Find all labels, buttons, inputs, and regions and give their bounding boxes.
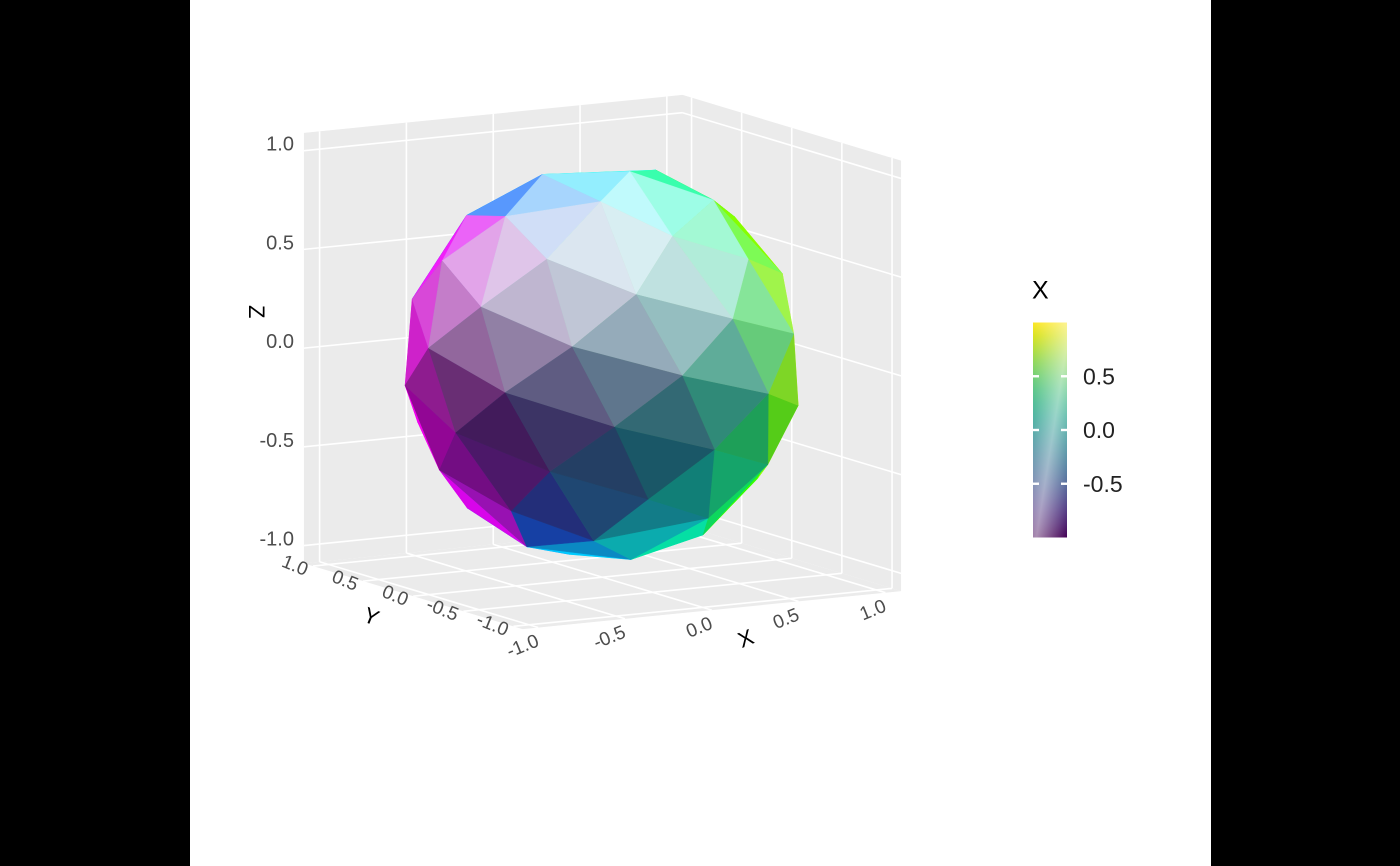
svg-text:0.0: 0.0 — [266, 331, 294, 353]
svg-text:0.0: 0.0 — [1083, 417, 1115, 443]
svg-text:-1.0: -1.0 — [503, 631, 541, 663]
svg-text:Y: Y — [359, 602, 382, 631]
svg-text:1.0: 1.0 — [266, 134, 294, 156]
svg-text:X: X — [1032, 277, 1049, 305]
svg-text:-0.5: -0.5 — [1083, 471, 1123, 497]
svg-text:1.0: 1.0 — [856, 596, 888, 625]
svg-text:0.5: 0.5 — [1083, 363, 1115, 389]
svg-text:-1.0: -1.0 — [259, 529, 293, 551]
svg-text:-0.5: -0.5 — [590, 622, 628, 654]
svg-text:Z: Z — [243, 305, 268, 318]
svg-text:0.5: 0.5 — [770, 605, 802, 634]
svg-text:0.0: 0.0 — [683, 613, 715, 642]
svg-text:X: X — [734, 624, 757, 653]
svg-text:0.5: 0.5 — [266, 232, 294, 254]
svg-text:-0.5: -0.5 — [259, 430, 293, 452]
